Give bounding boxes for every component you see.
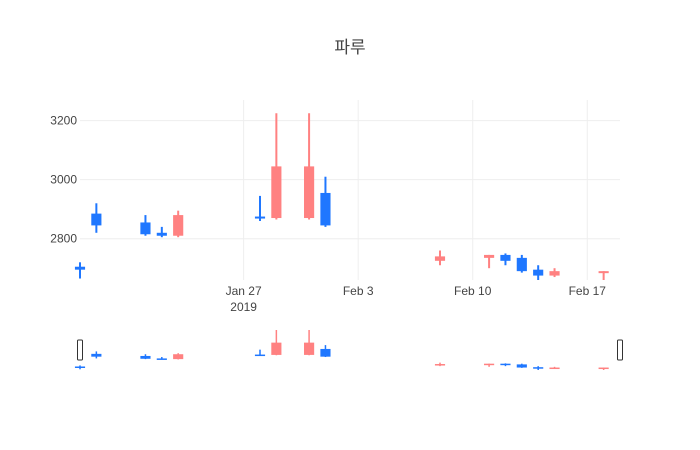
candle-body[interactable] <box>91 213 102 226</box>
candle-body[interactable] <box>320 192 331 226</box>
slider-candle-body <box>74 366 86 368</box>
slider-candle-body <box>271 342 282 355</box>
candle-body[interactable] <box>254 216 266 219</box>
slider-candle-body <box>516 364 527 368</box>
x-tick-label: Feb 10 <box>454 284 492 298</box>
range-slider-right-handle[interactable] <box>617 339 623 361</box>
slider-candle-body <box>500 363 511 366</box>
slider-candle-body <box>91 353 102 357</box>
slider-candle-body <box>140 355 151 359</box>
x-year-label: 2019 <box>230 300 257 314</box>
candle-body[interactable] <box>500 254 511 261</box>
x-tick-label: Feb 3 <box>343 284 374 298</box>
y-tick-label: 3200 <box>50 114 77 128</box>
slider-candle-body <box>549 367 560 370</box>
y-tick-label: 3000 <box>50 173 77 187</box>
chart-title: 파루 <box>334 38 366 57</box>
candle-body[interactable] <box>74 266 86 270</box>
slider-candle-body <box>484 363 495 366</box>
y-tick-label: 2800 <box>50 232 77 246</box>
slider-candle-body <box>434 364 446 366</box>
candle-body[interactable] <box>271 166 282 219</box>
candle-body[interactable] <box>156 232 167 236</box>
range-slider[interactable] <box>80 330 620 370</box>
candle-body[interactable] <box>598 271 609 274</box>
candle-body[interactable] <box>516 257 527 272</box>
slider-candle-body <box>533 367 544 369</box>
candle-body[interactable] <box>533 269 544 276</box>
range-slider-left-handle[interactable] <box>77 339 83 361</box>
slider-candle-body <box>254 354 266 357</box>
slider-candle-body <box>156 358 167 360</box>
slider-candle-body <box>304 342 315 355</box>
candle-body[interactable] <box>304 166 315 219</box>
candle-body[interactable] <box>549 271 560 276</box>
candle-body[interactable] <box>484 254 495 258</box>
candle-body[interactable] <box>140 222 151 235</box>
x-tick-label: Feb 17 <box>569 284 607 298</box>
slider-candle-body <box>320 348 331 357</box>
slider-candle-body <box>598 367 609 370</box>
candle-body[interactable] <box>173 215 184 236</box>
x-tick-label: Jan 27 <box>226 284 262 298</box>
candle-body[interactable] <box>434 256 446 261</box>
slider-candle-body <box>173 354 184 360</box>
